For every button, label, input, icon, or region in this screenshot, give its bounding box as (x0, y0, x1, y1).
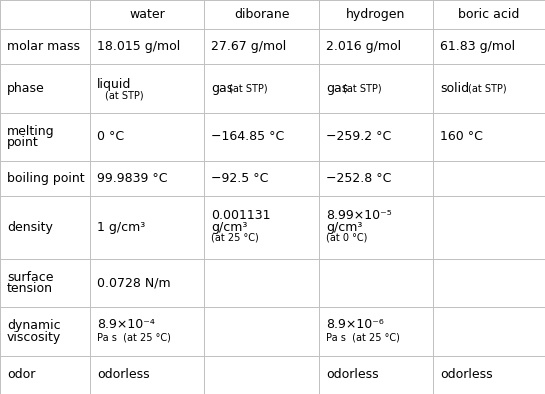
Text: boric acid: boric acid (458, 8, 520, 21)
Text: point: point (7, 136, 39, 149)
Text: g/cm³: g/cm³ (326, 221, 362, 234)
Text: 27.67 g/mol: 27.67 g/mol (211, 40, 287, 53)
Text: density: density (7, 221, 53, 234)
Text: 0 °C: 0 °C (97, 130, 124, 143)
Text: Pa s  (at 25 °C): Pa s (at 25 °C) (97, 333, 171, 343)
Text: 8.99×10⁻⁵: 8.99×10⁻⁵ (326, 209, 391, 222)
Text: boiling point: boiling point (7, 172, 84, 185)
Text: 8.9×10⁻⁴: 8.9×10⁻⁴ (97, 318, 155, 331)
Text: −164.85 °C: −164.85 °C (211, 130, 284, 143)
Text: (at STP): (at STP) (343, 84, 382, 93)
Text: odor: odor (7, 368, 35, 381)
Text: −259.2 °C: −259.2 °C (326, 130, 391, 143)
Text: 160 °C: 160 °C (440, 130, 483, 143)
Text: gas: gas (211, 82, 234, 95)
Text: (at 0 °C): (at 0 °C) (326, 232, 367, 242)
Text: surface: surface (7, 271, 53, 284)
Text: water: water (129, 8, 165, 21)
Text: odorless: odorless (326, 368, 378, 381)
Text: dynamic: dynamic (7, 319, 60, 332)
Text: −252.8 °C: −252.8 °C (326, 172, 391, 185)
Text: phase: phase (7, 82, 45, 95)
Text: 18.015 g/mol: 18.015 g/mol (97, 40, 180, 53)
Text: tension: tension (7, 282, 53, 296)
Text: g/cm³: g/cm³ (211, 221, 248, 234)
Text: odorless: odorless (440, 368, 493, 381)
Text: gas: gas (326, 82, 348, 95)
Text: molar mass: molar mass (7, 40, 80, 53)
Text: (at STP): (at STP) (105, 90, 143, 100)
Text: diborane: diborane (234, 8, 289, 21)
Text: 1 g/cm³: 1 g/cm³ (97, 221, 145, 234)
Text: 61.83 g/mol: 61.83 g/mol (440, 40, 516, 53)
Text: 99.9839 °C: 99.9839 °C (97, 172, 167, 185)
Text: Pa s  (at 25 °C): Pa s (at 25 °C) (326, 333, 399, 343)
Text: (at 25 °C): (at 25 °C) (211, 232, 259, 242)
Text: 0.0728 N/m: 0.0728 N/m (97, 277, 171, 290)
Text: viscosity: viscosity (7, 331, 61, 344)
Text: odorless: odorless (97, 368, 149, 381)
Text: 0.001131: 0.001131 (211, 209, 271, 222)
Text: 8.9×10⁻⁶: 8.9×10⁻⁶ (326, 318, 384, 331)
Text: (at STP): (at STP) (229, 84, 268, 93)
Text: −92.5 °C: −92.5 °C (211, 172, 269, 185)
Text: liquid: liquid (97, 78, 131, 91)
Text: (at STP): (at STP) (468, 84, 507, 93)
Text: hydrogen: hydrogen (347, 8, 405, 21)
Text: melting: melting (7, 125, 55, 138)
Text: solid: solid (440, 82, 469, 95)
Text: 2.016 g/mol: 2.016 g/mol (326, 40, 401, 53)
